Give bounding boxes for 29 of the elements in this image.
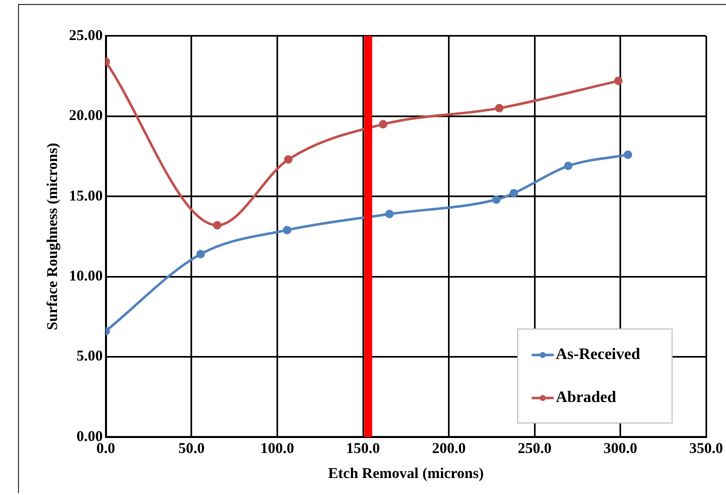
point xyxy=(378,120,388,128)
point xyxy=(196,250,205,258)
point xyxy=(510,188,518,198)
x-tick-label: 300.0 xyxy=(603,440,638,457)
x-tick-label: 150.0 xyxy=(346,440,380,457)
point xyxy=(282,226,292,234)
x-tick-label: 200.0 xyxy=(432,440,466,457)
point xyxy=(564,162,572,170)
y-tick-label: 25.00 xyxy=(69,28,103,44)
x-tick-label: 100.0 xyxy=(260,440,294,457)
y-tick-label: 5.00 xyxy=(76,348,103,365)
point xyxy=(284,155,293,164)
point xyxy=(614,76,623,86)
point xyxy=(385,210,394,218)
x-tick-label: 0.0 xyxy=(96,440,116,457)
x-axis-title: Etch Removal (microns) xyxy=(328,466,484,482)
legend-label: Abraded xyxy=(556,389,616,406)
x-tick-label: 350.0 xyxy=(689,440,723,457)
legend-label: As-Received xyxy=(556,346,640,364)
point xyxy=(213,221,222,230)
y-tick-label: 15.00 xyxy=(69,188,103,204)
point xyxy=(495,104,504,112)
x-tick-label: 50.0 xyxy=(178,440,205,457)
y-tick-label: 10.00 xyxy=(69,268,103,284)
y-axis-title: Surface Roughness (microns) xyxy=(44,142,61,330)
point xyxy=(492,195,501,204)
x-tick-label: 250.0 xyxy=(518,440,552,457)
point xyxy=(624,150,632,159)
y-tick-label: 20.00 xyxy=(69,108,103,124)
